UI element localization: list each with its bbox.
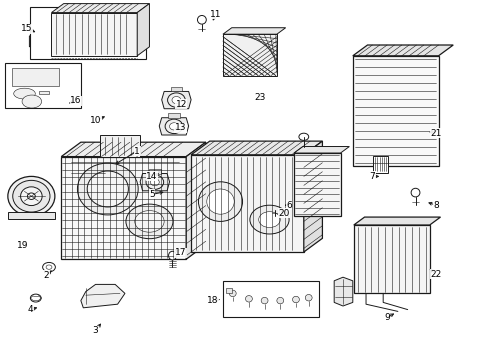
Ellipse shape — [27, 193, 35, 199]
Polygon shape — [294, 153, 341, 216]
Text: 4: 4 — [27, 305, 33, 314]
Polygon shape — [171, 87, 182, 91]
Polygon shape — [168, 113, 180, 118]
Ellipse shape — [30, 294, 41, 302]
Ellipse shape — [293, 296, 299, 303]
Polygon shape — [191, 155, 304, 252]
Text: 11: 11 — [210, 10, 221, 19]
Ellipse shape — [8, 176, 55, 216]
Text: 14: 14 — [146, 172, 158, 181]
Text: 6: 6 — [286, 201, 292, 210]
Polygon shape — [186, 142, 206, 259]
Ellipse shape — [13, 180, 50, 212]
Polygon shape — [294, 147, 349, 153]
Polygon shape — [29, 31, 51, 47]
Ellipse shape — [22, 95, 42, 108]
Polygon shape — [334, 277, 353, 306]
Polygon shape — [353, 45, 453, 56]
Ellipse shape — [170, 123, 178, 130]
Text: 17: 17 — [174, 248, 186, 257]
Polygon shape — [353, 56, 439, 166]
Ellipse shape — [36, 35, 44, 42]
Ellipse shape — [411, 188, 420, 197]
Bar — [39, 91, 49, 94]
Text: 7: 7 — [369, 172, 375, 181]
Text: 23: 23 — [254, 94, 266, 102]
Polygon shape — [304, 141, 322, 252]
Polygon shape — [51, 4, 149, 13]
Polygon shape — [61, 157, 186, 259]
Ellipse shape — [31, 31, 49, 46]
Polygon shape — [354, 217, 441, 225]
Ellipse shape — [198, 182, 243, 221]
Text: 21: 21 — [430, 129, 442, 138]
Text: 19: 19 — [17, 241, 28, 250]
Ellipse shape — [197, 15, 206, 24]
Bar — [30, 7, 146, 59]
Ellipse shape — [245, 296, 252, 302]
Polygon shape — [226, 288, 232, 293]
Text: 18: 18 — [207, 296, 219, 305]
Polygon shape — [137, 4, 149, 56]
Ellipse shape — [168, 93, 185, 107]
Ellipse shape — [135, 211, 164, 232]
Ellipse shape — [207, 189, 234, 214]
Polygon shape — [81, 284, 125, 308]
Polygon shape — [61, 142, 206, 157]
Bar — [373, 156, 388, 173]
Ellipse shape — [250, 205, 289, 234]
Ellipse shape — [146, 175, 164, 189]
Polygon shape — [162, 91, 191, 109]
Text: 22: 22 — [431, 270, 441, 279]
Polygon shape — [191, 141, 322, 155]
Ellipse shape — [46, 265, 52, 269]
Polygon shape — [354, 225, 430, 293]
Text: 20: 20 — [278, 209, 290, 217]
Ellipse shape — [150, 179, 159, 186]
Ellipse shape — [43, 262, 55, 272]
Bar — [12, 68, 59, 86]
Text: 8: 8 — [433, 201, 439, 210]
Ellipse shape — [21, 187, 42, 206]
Bar — [223, 281, 318, 317]
Bar — [223, 34, 277, 76]
Polygon shape — [140, 174, 170, 191]
Ellipse shape — [229, 290, 236, 297]
Polygon shape — [100, 135, 140, 157]
Ellipse shape — [126, 204, 173, 239]
Text: 10: 10 — [90, 116, 101, 125]
Polygon shape — [159, 118, 189, 135]
Ellipse shape — [169, 251, 176, 260]
Ellipse shape — [165, 119, 183, 134]
Ellipse shape — [299, 133, 309, 140]
Text: 3: 3 — [93, 326, 98, 335]
Text: 2: 2 — [44, 271, 49, 280]
Ellipse shape — [305, 294, 312, 301]
Ellipse shape — [172, 96, 181, 104]
Ellipse shape — [14, 88, 35, 99]
Text: 9: 9 — [384, 313, 390, 322]
Ellipse shape — [271, 201, 280, 210]
Polygon shape — [223, 28, 286, 34]
Ellipse shape — [261, 297, 268, 304]
Text: 1: 1 — [134, 147, 140, 156]
Text: 13: 13 — [174, 123, 186, 132]
Polygon shape — [51, 13, 137, 56]
Ellipse shape — [277, 297, 284, 304]
Ellipse shape — [87, 171, 128, 207]
Ellipse shape — [77, 163, 138, 215]
Text: 5: 5 — [149, 190, 155, 199]
Polygon shape — [8, 212, 55, 219]
Text: 12: 12 — [175, 100, 187, 109]
Polygon shape — [149, 169, 161, 174]
Text: 15: 15 — [21, 24, 33, 33]
Ellipse shape — [259, 212, 280, 228]
Bar — [5, 63, 81, 108]
Text: 16: 16 — [70, 96, 82, 105]
